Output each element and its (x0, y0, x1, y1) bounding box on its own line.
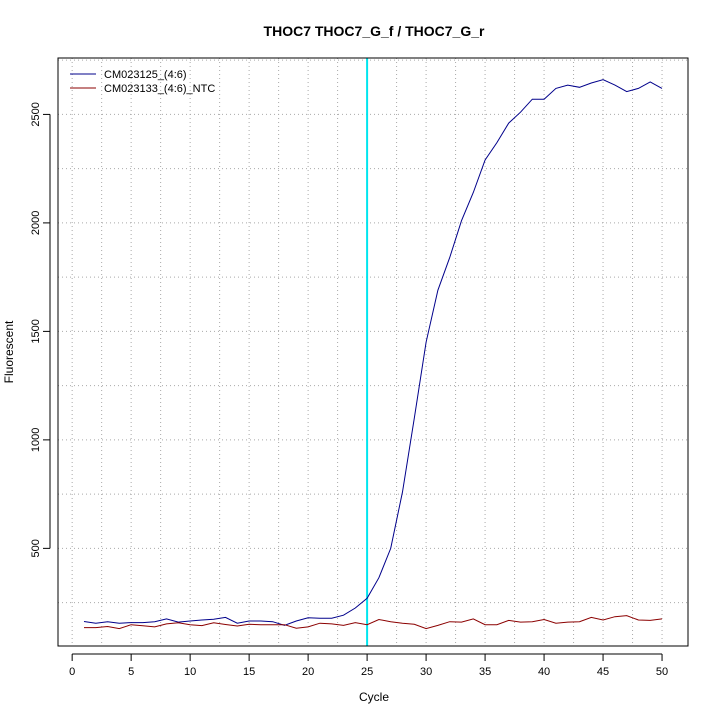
legend-label-2: CM023133_(4:6)_NTC (104, 83, 215, 95)
x-tick-label: 25 (361, 666, 373, 678)
x-tick-label: 15 (243, 666, 255, 678)
y-tick-label: 2500 (30, 102, 42, 126)
x-tick-label: 50 (656, 666, 668, 678)
y-tick-label: 1000 (30, 428, 42, 452)
series-line-2 (84, 615, 663, 630)
x-axis: 0 5 10 15 20 25 30 35 40 45 50 (69, 653, 668, 678)
plot-frame (57, 57, 689, 647)
x-tick-label: 30 (420, 666, 432, 678)
x-tick-label: 40 (538, 666, 550, 678)
legend: CM023125_(4:6) CM023133_(4:6)_NTC (70, 69, 215, 95)
x-axis-label: Cycle (359, 690, 389, 704)
x-tick-label: 10 (184, 666, 196, 678)
series-line-1 (83, 79, 663, 626)
grid (58, 58, 688, 646)
y-axis-label: Fluorescent (2, 320, 16, 383)
x-tick-label: 20 (302, 666, 314, 678)
y-tick-label: 2000 (30, 211, 42, 235)
x-tick-label: 5 (128, 666, 134, 678)
x-tick-label: 0 (69, 666, 75, 678)
x-tick-label: 45 (597, 666, 609, 678)
x-tick-label: 35 (479, 666, 491, 678)
chart-title: THOC7 THOC7_G_f / THOC7_G_r (264, 23, 485, 39)
y-tick-label: 1500 (30, 319, 42, 343)
y-tick-label: 500 (30, 539, 42, 557)
series-group (83, 79, 663, 630)
legend-label-1: CM023125_(4:6) (104, 69, 187, 81)
y-axis: 500 1000 1500 2000 2500 (30, 102, 51, 558)
